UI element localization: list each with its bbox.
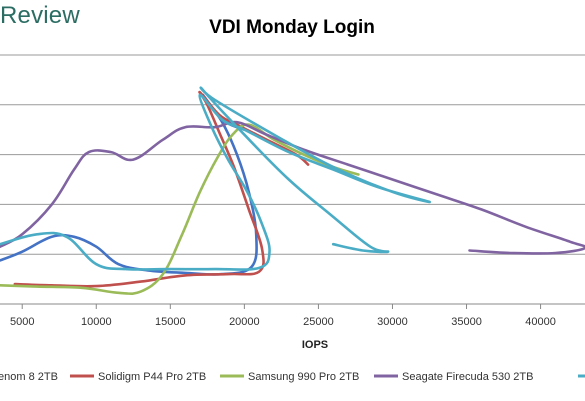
legend-label-0: enom 8 2TB	[0, 371, 58, 383]
x-tick-label: 15000	[155, 316, 186, 328]
legend: enom 8 2TB Solidigm P44 Pro 2TB Samsung 99…	[0, 371, 585, 383]
x-tick-label: 20000	[229, 316, 260, 328]
series-line-2	[0, 123, 360, 295]
x-tick-label: 25000	[303, 316, 334, 328]
brand-logo-text: Review	[0, 2, 80, 29]
series-line-4	[0, 86, 431, 271]
chart-title: VDI Monday Login	[209, 17, 375, 38]
series-line-3	[0, 120, 585, 255]
x-tick-label: 35000	[451, 316, 482, 328]
x-tick-label: 10000	[81, 316, 112, 328]
x-tick-label: 5000	[10, 316, 34, 328]
x-axis-title: IOPS	[302, 339, 328, 351]
series-line-0	[0, 93, 258, 276]
legend-label-1: Solidigm P44 Pro 2TB	[98, 371, 206, 383]
x-tick-label: 40000	[525, 316, 556, 328]
x-axis-ticks: 5000 10000 15000 20000 25000 30000 35000 40000	[10, 304, 556, 328]
legend-label-3: Seagate Firecuda 530 2TB	[402, 371, 533, 383]
series-line-1	[13, 90, 310, 288]
legend-label-2: Samsung 990 Pro 2TB	[248, 371, 359, 383]
x-tick-label: 30000	[377, 316, 408, 328]
series-group	[0, 86, 585, 295]
